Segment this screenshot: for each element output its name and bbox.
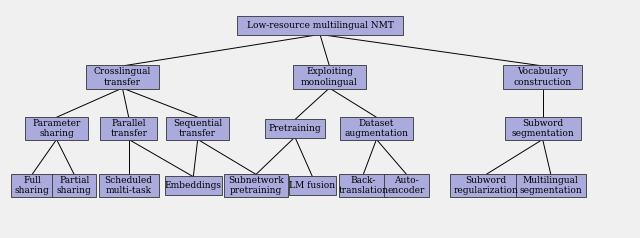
Text: Dataset
augmentation: Dataset augmentation bbox=[344, 119, 408, 138]
FancyBboxPatch shape bbox=[25, 117, 88, 140]
FancyBboxPatch shape bbox=[99, 174, 159, 197]
FancyBboxPatch shape bbox=[505, 117, 580, 140]
FancyBboxPatch shape bbox=[12, 174, 53, 197]
FancyBboxPatch shape bbox=[450, 174, 523, 197]
Text: Scheduled
multi-task: Scheduled multi-task bbox=[105, 176, 153, 195]
Text: Exploiting
monolingual: Exploiting monolingual bbox=[301, 67, 358, 87]
FancyBboxPatch shape bbox=[164, 176, 222, 195]
FancyBboxPatch shape bbox=[384, 174, 429, 197]
Text: Sequential
transfer: Sequential transfer bbox=[173, 119, 222, 138]
FancyBboxPatch shape bbox=[265, 119, 325, 138]
Text: Full
sharing: Full sharing bbox=[15, 176, 49, 195]
FancyBboxPatch shape bbox=[340, 117, 413, 140]
Text: Back-
translation: Back- translation bbox=[338, 176, 388, 195]
Text: Parameter
sharing: Parameter sharing bbox=[33, 119, 81, 138]
Text: LM fusion: LM fusion bbox=[289, 181, 335, 190]
Text: Vocabulary
construction: Vocabulary construction bbox=[513, 67, 572, 87]
Text: Partial
sharing: Partial sharing bbox=[57, 176, 92, 195]
FancyBboxPatch shape bbox=[293, 65, 366, 89]
Text: Pretraining: Pretraining bbox=[269, 124, 321, 133]
FancyBboxPatch shape bbox=[225, 174, 288, 197]
FancyBboxPatch shape bbox=[100, 117, 157, 140]
FancyBboxPatch shape bbox=[516, 174, 586, 197]
Text: Auto-
encoder: Auto- encoder bbox=[388, 176, 425, 195]
FancyBboxPatch shape bbox=[339, 174, 387, 197]
FancyBboxPatch shape bbox=[289, 176, 336, 195]
Text: Embeddings: Embeddings bbox=[165, 181, 222, 190]
Text: Multilingual
segmentation: Multilingual segmentation bbox=[520, 176, 582, 195]
FancyBboxPatch shape bbox=[237, 16, 403, 35]
FancyBboxPatch shape bbox=[166, 117, 229, 140]
FancyBboxPatch shape bbox=[503, 65, 582, 89]
Text: Subword
segmentation: Subword segmentation bbox=[511, 119, 574, 138]
Text: Subword
regularization: Subword regularization bbox=[454, 176, 518, 195]
FancyBboxPatch shape bbox=[52, 174, 97, 197]
Text: Low-resource multilingual NMT: Low-resource multilingual NMT bbox=[246, 21, 394, 30]
Text: Crosslingual
transfer: Crosslingual transfer bbox=[94, 67, 151, 87]
FancyBboxPatch shape bbox=[86, 65, 159, 89]
Text: Subnetwork
pretraining: Subnetwork pretraining bbox=[228, 176, 284, 195]
Text: Parallel
transfer: Parallel transfer bbox=[110, 119, 147, 138]
